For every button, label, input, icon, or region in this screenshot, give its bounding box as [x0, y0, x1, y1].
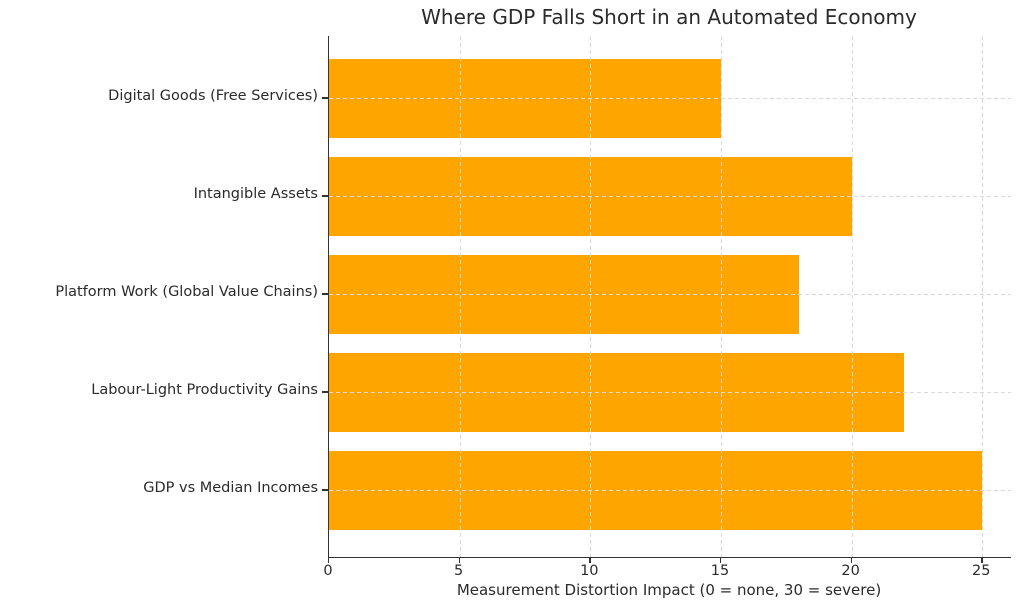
x-tick-10: [589, 557, 591, 563]
gridline-y-1: [329, 196, 1011, 197]
y-tick-3: [322, 391, 328, 393]
y-tick-4: [322, 489, 328, 491]
x-tick-5: [458, 557, 461, 563]
y-tick-1: [322, 195, 328, 197]
gridline-y-3: [329, 392, 1011, 393]
x-tick-label-15: 15: [710, 563, 730, 579]
chart-title: Where GDP Falls Short in an Automated Ec…: [421, 5, 917, 29]
x-tick-20: [850, 557, 852, 563]
gridline-x-5: [459, 36, 461, 557]
x-tick-25: [981, 557, 983, 563]
x-axis-label: Measurement Distortion Impact (0 = none,…: [456, 581, 882, 599]
y-tick-label-1: Intangible Assets: [193, 186, 318, 202]
gridline-x-15: [720, 36, 722, 557]
y-tick-label-0: Digital Goods (Free Services): [108, 88, 318, 104]
y-tick-label-4: GDP vs Median Incomes: [143, 480, 318, 496]
y-tick-label-3: Labour-Light Productivity Gains: [91, 382, 318, 398]
y-tick-label-2: Platform Work (Global Value Chains): [55, 284, 318, 300]
x-tick-label-25: 25: [972, 563, 991, 579]
x-tick-label-20: 20: [841, 563, 860, 579]
y-tick-2: [322, 293, 328, 295]
gridline-y-4: [329, 490, 1011, 491]
gridline-y-2: [329, 294, 1011, 295]
x-tick-15: [719, 557, 722, 563]
gridline-x-25: [982, 36, 984, 557]
x-tick-0: [328, 557, 330, 563]
y-tick-0: [322, 97, 328, 99]
gridline-y-0: [329, 98, 1011, 99]
gridline-x-20: [851, 36, 853, 557]
x-tick-label-5: 5: [454, 563, 464, 579]
x-tick-label-0: 0: [323, 563, 333, 579]
x-tick-label-10: 10: [580, 563, 599, 579]
gridline-x-10: [590, 36, 592, 557]
plot-area: [328, 36, 1011, 558]
